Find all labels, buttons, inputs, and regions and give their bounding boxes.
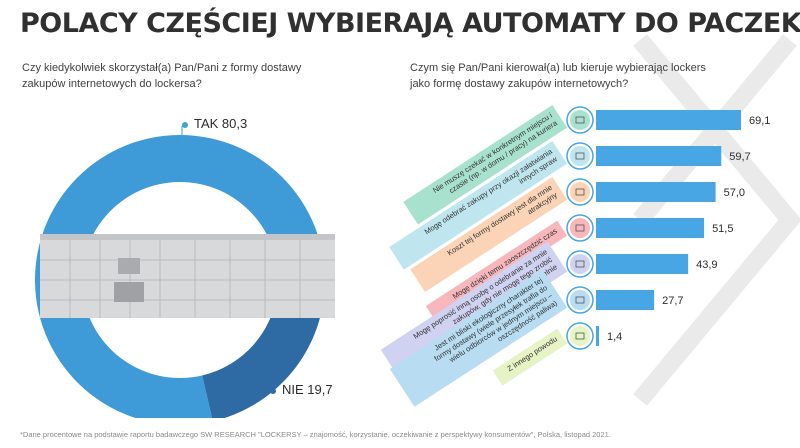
bar-value-1: 69,1 — [749, 115, 770, 127]
donut-slice-tak — [35, 135, 325, 418]
tak-text: TAK 80,3 — [194, 116, 248, 131]
person-icon-glyph — [575, 260, 585, 268]
nie-leader-line — [254, 382, 271, 390]
box-icon — [570, 326, 590, 346]
bar-value-2: 59,7 — [729, 151, 750, 163]
nie-marker-icon — [270, 387, 276, 394]
parcel-locker-illustration — [40, 234, 335, 318]
person-icon — [570, 254, 590, 274]
category-band-6 — [389, 269, 568, 407]
bar-2 — [596, 146, 722, 166]
eco-icon — [570, 290, 590, 310]
bar-7 — [596, 326, 599, 346]
bar-1 — [596, 110, 741, 130]
bar-3 — [596, 182, 716, 202]
bar-value-6: 27,7 — [662, 295, 683, 307]
bar-value-3: 57,0 — [724, 187, 745, 199]
bar-value-5: 43,9 — [696, 259, 717, 271]
category-band-7 — [492, 328, 568, 386]
category-band-4 — [425, 220, 568, 322]
donut-chart — [35, 126, 335, 418]
page-title: POLACY CZĘŚCIEJ WYBIERAJĄ AUTOMATY DO PA… — [20, 8, 800, 39]
clock-icon-glyph — [575, 224, 585, 232]
category-band-1 — [403, 105, 568, 225]
shopping-bag-icon — [570, 146, 590, 166]
box-icon-glyph — [575, 332, 585, 340]
footnote: *Dane procentowe na podstawie raportu ba… — [20, 430, 611, 439]
bar-value-7: 1,4 — [607, 331, 622, 343]
bar-value-4: 51,5 — [712, 223, 733, 235]
money-icon-glyph — [575, 188, 585, 196]
delivery-van-icon-glyph — [575, 116, 585, 124]
shopping-bag-icon-glyph — [575, 152, 585, 160]
donut-label-tak: TAK 80,3 — [182, 116, 247, 131]
bar-5 — [596, 254, 689, 274]
bar-6 — [596, 290, 655, 310]
category-band-3 — [410, 177, 568, 292]
tak-marker-icon — [182, 121, 188, 128]
bar-4 — [596, 218, 705, 238]
question-right: Czym się Pan/Pani kierował(a) lub kieruj… — [410, 62, 706, 90]
delivery-van-icon — [570, 110, 590, 130]
donut-label-nie: NIE 19,7 — [270, 382, 333, 397]
clock-icon — [570, 218, 590, 238]
category-band-2 — [389, 141, 568, 270]
nie-text: NIE 19,7 — [282, 382, 333, 397]
eco-icon-glyph — [575, 296, 585, 304]
question-left: Czy kiedykolwiek skorzystał(a) Pan/Pani … — [22, 62, 302, 90]
donut-slice-nie — [202, 290, 325, 418]
money-icon — [570, 182, 590, 202]
